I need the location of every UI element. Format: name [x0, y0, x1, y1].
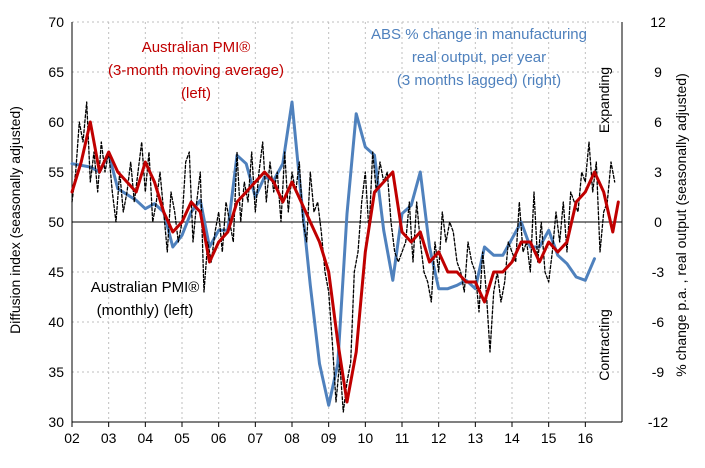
left-tick-label: 50 [48, 214, 64, 230]
x-tick-label: 12 [431, 430, 447, 446]
x-tick-labels: 02 03 04 05 06 07 08 09 10 11 12 13 14 15 16 [64, 430, 593, 446]
x-tick-label: 13 [468, 430, 484, 446]
x-tick-label: 03 [101, 430, 117, 446]
right-tick-labels: 12 9 6 3 0 -3 -6 -9 -12 [648, 14, 668, 430]
left-tick-label: 30 [48, 414, 64, 430]
x-tick-label: 11 [395, 430, 410, 446]
x-tick-label: 10 [358, 430, 374, 446]
x-tick-label: 16 [578, 430, 594, 446]
series-line-1 [70, 120, 620, 404]
pmi-monthly-annotation-line-2: (monthly) (left) [97, 302, 194, 319]
right-tick-label: 9 [654, 64, 662, 80]
series-layer [70, 100, 620, 413]
pmi-ma-annotation: Australian PMI® (3-month moving average)… [108, 39, 284, 102]
right-tick-label: 12 [650, 14, 666, 30]
x-tick-label: 02 [64, 430, 80, 446]
gridlines [72, 21, 622, 373]
x-tick-label: 06 [211, 430, 227, 446]
expanding-label: Expanding [596, 67, 612, 133]
left-tick-label: 45 [48, 264, 64, 280]
pmi-ma-annotation-line-2: (3-month moving average) [108, 62, 284, 79]
right-tick-label: -3 [652, 264, 665, 280]
pmi-ma-annotation-line-3: (left) [181, 85, 211, 102]
right-tick-label: 3 [654, 164, 662, 180]
right-tick-label: -12 [648, 414, 668, 430]
abs-annotation-line-3: (3 months lagged) (right) [397, 72, 561, 89]
pmi-ma-annotation-line-1: Australian PMI® [142, 39, 251, 56]
series-line-2 [70, 100, 596, 407]
abs-annotation: ABS % change in manufacturing real outpu… [371, 26, 587, 89]
right-tick-label: 0 [654, 214, 662, 230]
x-tick-label: 07 [248, 430, 264, 446]
x-tick-label: 09 [321, 430, 337, 446]
series-line-0 [71, 101, 616, 413]
left-tick-label: 55 [48, 164, 64, 180]
left-axis-title: Diffusion index (seasonally adjusted) [7, 106, 23, 334]
left-tick-label: 35 [48, 364, 64, 380]
pmi-monthly-annotation-line-1: Australian PMI® [91, 279, 200, 296]
x-tick-label: 05 [174, 430, 190, 446]
left-tick-labels: 70 65 60 55 50 45 40 35 30 [48, 14, 64, 430]
x-tick-label: 08 [284, 430, 300, 446]
pmi-monthly-annotation: Australian PMI® (monthly) (left) [91, 279, 200, 319]
contracting-label: Contracting [596, 309, 612, 381]
right-tick-label: -6 [652, 314, 665, 330]
abs-annotation-line-1: ABS % change in manufacturing [371, 26, 587, 43]
left-tick-label: 70 [48, 14, 64, 30]
left-tick-label: 40 [48, 314, 64, 330]
left-tick-label: 60 [48, 114, 64, 130]
x-tick-label: 04 [138, 430, 154, 446]
right-tick-label: -9 [652, 364, 665, 380]
x-tick-label: 14 [504, 430, 520, 446]
abs-annotation-line-2: real output, per year [412, 49, 546, 66]
right-tick-label: 6 [654, 114, 662, 130]
x-tick-label: 15 [541, 430, 557, 446]
right-axis-title: % change p.a. , real output (seasonally … [673, 73, 689, 377]
left-tick-label: 65 [48, 64, 64, 80]
